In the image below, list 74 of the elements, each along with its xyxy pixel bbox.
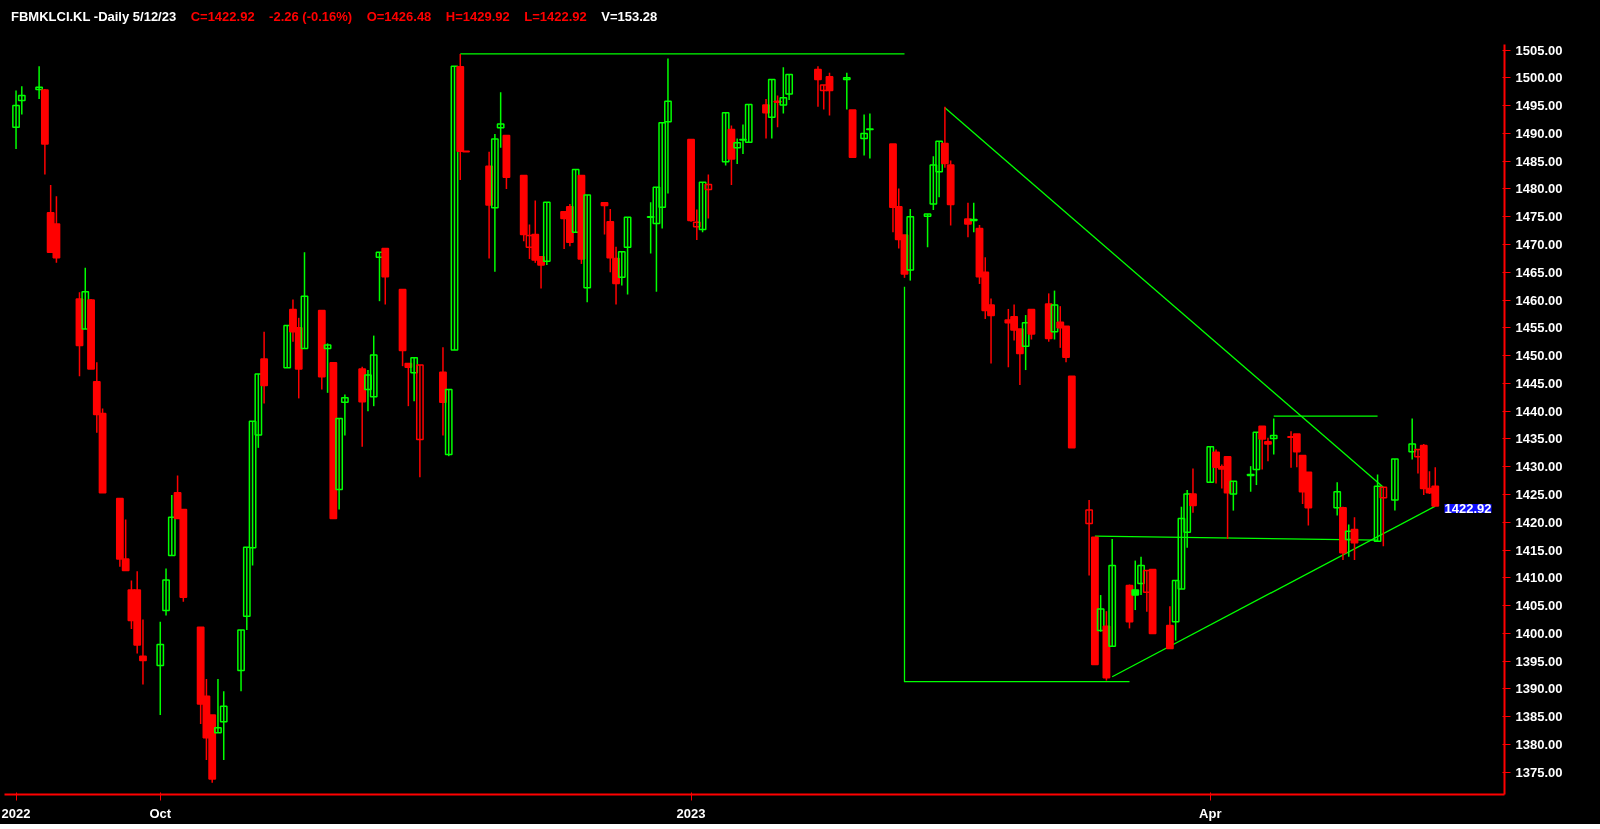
y-tick-label: 1390.00: [1515, 681, 1563, 697]
candlestick: [964, 202, 972, 239]
x-tick-label: 2022: [1, 805, 31, 821]
candlestick: [542, 201, 551, 266]
candlestick: [1344, 523, 1353, 558]
candlestick: [1333, 481, 1342, 517]
candlestick: [237, 629, 245, 692]
candlestick: [1379, 486, 1388, 547]
y-tick-label: 1440.00: [1515, 403, 1563, 419]
candlestick: [906, 208, 915, 282]
candlestick: [1096, 594, 1105, 633]
x-tick-label: Apr: [1199, 805, 1222, 821]
y-tick-label: 1375.00: [1515, 764, 1563, 780]
chart-subtitle: V=153.28: [601, 9, 658, 24]
y-tick-label: 1395.00: [1515, 653, 1563, 669]
y-tick-label: 1420.00: [1515, 514, 1563, 530]
text: L=1422.92: [524, 9, 587, 24]
text: H=1429.92: [445, 9, 510, 24]
y-tick-label: 1445.00: [1515, 375, 1563, 391]
candlestick: [1390, 458, 1399, 512]
candlestick: [704, 173, 713, 220]
candlestick: [583, 194, 592, 304]
candlestick: [415, 364, 424, 479]
candlestick: [1269, 417, 1278, 456]
y-tick-label: 1480.00: [1515, 181, 1563, 197]
candlestick: [1229, 480, 1238, 512]
candlestick: [323, 342, 332, 394]
y-tick-label: 1450.00: [1515, 348, 1563, 364]
y-tick-label: 1485.00: [1515, 153, 1563, 169]
candlestick: [375, 251, 384, 302]
candlestick: [1108, 538, 1117, 647]
y-tick-label: 1415.00: [1515, 542, 1563, 558]
candlestick: [814, 65, 822, 108]
y-tick-label: 1460.00: [1515, 292, 1563, 308]
candlestick: [410, 357, 419, 402]
text: O=1426.48: [366, 9, 432, 24]
y-tick-label: 1490.00: [1515, 125, 1563, 141]
candlestick: [1021, 314, 1030, 371]
candlestick: [923, 213, 932, 249]
y-tick-label: 1385.00: [1515, 709, 1563, 725]
y-tick-label: 1465.00: [1515, 264, 1563, 280]
y-tick-label: 1410.00: [1515, 570, 1563, 586]
y-tick-label: 1405.00: [1515, 598, 1563, 614]
y-tick-label: 1380.00: [1515, 737, 1563, 752]
candlestick: [283, 324, 292, 369]
candlestick: [1212, 448, 1220, 485]
candlestick: [842, 72, 851, 111]
y-tick-label: 1475.00: [1515, 209, 1563, 225]
chart-title: FBMKLCI.KL -Daily 5/12/23: [11, 9, 177, 24]
candlestick: [1408, 417, 1417, 461]
y-tick-label: 1505.00: [1515, 42, 1563, 58]
candlestick: [1165, 605, 1174, 650]
y-tick-label: 1495.00: [1515, 98, 1563, 114]
x-tick-label: 2023: [676, 805, 706, 821]
candlestick: [162, 567, 170, 617]
candlestick: [156, 620, 165, 716]
y-tick-label: 1455.00: [1515, 320, 1563, 336]
candlestick: [1189, 467, 1197, 514]
candlestick: [698, 181, 707, 234]
y-tick-label: 1425.00: [1515, 487, 1563, 502]
candlestick: [300, 251, 309, 350]
y-tick-label: 1430.00: [1515, 459, 1563, 475]
text: C=1422.92: [190, 9, 255, 24]
candlestick: [450, 65, 459, 351]
text: -2.26 (-0.16%): [269, 9, 353, 24]
annotation: 1422.92: [1444, 501, 1492, 517]
candlestick: [762, 98, 770, 140]
x-tick-label: Oct: [149, 805, 172, 821]
y-tick-label: 1400.00: [1515, 625, 1563, 641]
candlestick: [167, 494, 176, 557]
y-tick-label: 1435.00: [1515, 431, 1563, 447]
y-tick-label: 1470.00: [1515, 237, 1563, 252]
candlestick: [444, 388, 453, 457]
y-tick-label: 1500.00: [1515, 70, 1563, 86]
